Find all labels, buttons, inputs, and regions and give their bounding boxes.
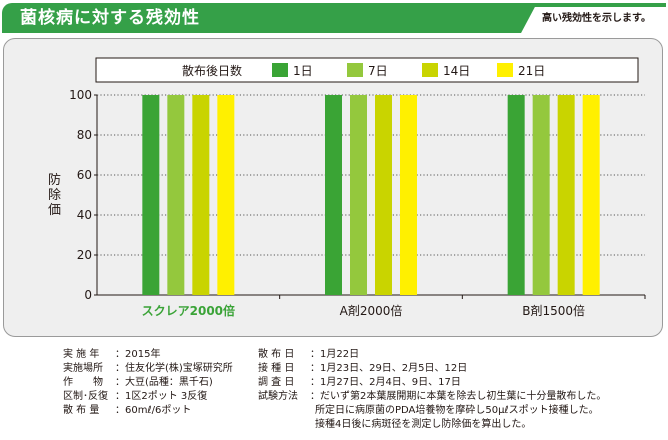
legend-label: 1日 — [293, 64, 313, 78]
info-value: ：1月23日、29日、2月5日、12日 — [310, 363, 468, 374]
legend-swatch — [497, 63, 513, 77]
info-value: ：1月27日、2月4日、9日、17日 — [310, 377, 461, 388]
info-row: 実施場所 ：住友化学(株)宝塚研究所 — [63, 362, 233, 376]
info-row: 調 査 日 ：1月27日、2月4日、9日、17日 — [258, 376, 606, 390]
info-label: 実 施 年 — [63, 349, 100, 360]
info-label: 試験方法 — [258, 391, 298, 402]
bar — [142, 95, 160, 295]
legend-swatch — [347, 63, 363, 77]
bar — [350, 95, 367, 295]
y-axis-label-char: 防 — [48, 172, 61, 188]
bar-chart: 0 20 40 60 80 100 スクレア2000倍 A剤2000倍 B剤1500倍 散布後日… — [48, 57, 646, 318]
test-conditions-right: 散 布 日 ：1月22日接 種 日 ：1月23日、29日、2月5日、12日調 査 日… — [258, 348, 606, 432]
test-conditions-left: 実 施 年 ：2015年実施場所 ：住友化学(株)宝塚研究所作 物 ：大豆(品種：黒千… — [63, 348, 233, 418]
axes: 0 20 40 60 80 100 スクレア2000倍 A剤2000倍 B剤1500倍 — [69, 88, 646, 318]
bar — [582, 95, 600, 295]
info-label: 区制･反復 — [63, 391, 108, 402]
y-tick-label: 0 — [84, 288, 92, 302]
bar — [507, 95, 525, 295]
bar — [167, 95, 185, 295]
y-tick-label: 80 — [77, 128, 92, 142]
bar — [325, 95, 342, 295]
legend-label: 21日 — [518, 64, 545, 78]
info-value: ：1区2ポット 3反復 — [115, 391, 208, 402]
info-value: ：60mℓ/6ポット — [115, 405, 192, 416]
legend-swatch — [272, 63, 288, 77]
info-label: 散 布 日 — [258, 349, 295, 360]
info-value: ：2015年 — [115, 349, 161, 360]
info-value: ：だいず第2本葉展開期に本葉を除去し初生葉に十分量散布した。 — [310, 391, 607, 402]
info-label: 散 布 量 — [63, 405, 100, 416]
bars — [142, 95, 600, 295]
info-row: 試験方法 ：だいず第2本葉展開期に本葉を除去し初生葉に十分量散布した。 — [258, 390, 606, 404]
y-tick-label: 40 — [77, 208, 92, 222]
legend-box — [95, 57, 639, 83]
y-tick-label: 60 — [77, 168, 92, 182]
info-continued-line: 所定日に病原菌のPDA培養物を摩砕し50μℓスポット接種した。 — [315, 405, 599, 416]
page-title: 菌核病に対する残効性 — [20, 8, 200, 28]
x-category-label: B剤1500倍 — [522, 303, 585, 318]
bar — [375, 95, 392, 295]
legend-title: 散布後日数 — [182, 63, 242, 78]
y-tick-label: 100 — [69, 88, 92, 102]
info-value: ：1月22日 — [310, 349, 360, 360]
legend-label: 7日 — [368, 64, 388, 78]
bar — [557, 95, 575, 295]
y-axis-label-char: 除 — [48, 188, 61, 203]
info-label: 接 種 日 — [258, 363, 295, 374]
info-row: 散 布 日 ：1月22日 — [258, 348, 606, 362]
y-axis-label-char: 価 — [48, 203, 61, 218]
bar — [192, 95, 210, 295]
x-category-label: A剤2000倍 — [340, 303, 403, 318]
bar — [217, 95, 235, 295]
info-value: ：住友化学(株)宝塚研究所 — [115, 363, 233, 374]
header-note: 高い残効性を示します。 — [542, 13, 651, 24]
y-tick-label: 20 — [77, 248, 92, 262]
legend: 散布後日数 1日 7日 14日 21日 — [95, 57, 639, 83]
info-row: 散 布 量 ：60mℓ/6ポット — [63, 404, 233, 418]
y-axis-label: 防除価 — [48, 172, 61, 218]
grid-lines — [97, 94, 645, 256]
info-label: 作 物 — [63, 377, 103, 388]
bar — [400, 95, 417, 295]
legend-label: 14日 — [443, 64, 470, 78]
info-row: 接 種 日 ：1月23日、29日、2月5日、12日 — [258, 362, 606, 376]
info-label: 実施場所 — [63, 363, 103, 374]
info-row: 作 物 ：大豆(品種：黒千石) — [63, 376, 233, 390]
info-continued-line: 接種4日後に病斑径を測定し防除価を算出した。 — [315, 419, 532, 430]
info-value: ：大豆(品種：黒千石) — [115, 377, 213, 388]
info-row: 実 施 年 ：2015年 — [63, 348, 233, 362]
info-label: 調 査 日 — [258, 377, 295, 388]
info-row: 区制･反復 ：1区2ポット 3反復 — [63, 390, 233, 404]
legend-swatch — [422, 63, 438, 77]
x-category-label: スクレア2000倍 — [142, 303, 235, 318]
bar — [532, 95, 550, 295]
